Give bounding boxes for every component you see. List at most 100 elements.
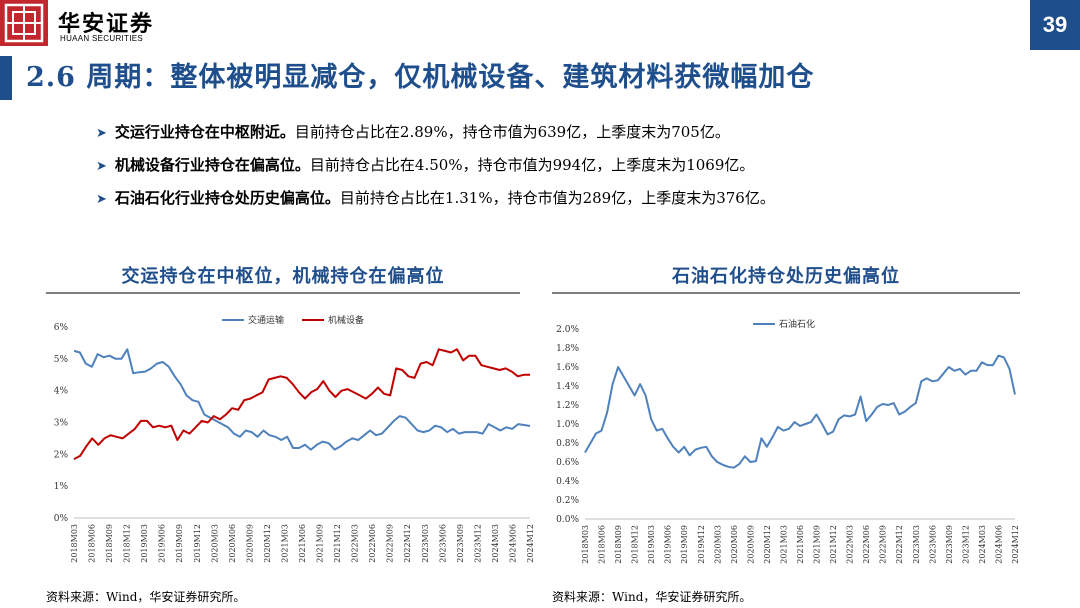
x-tick-label: 2018M09: [105, 524, 114, 563]
x-tick-label: 2019M12: [193, 524, 202, 563]
x-tick-label: 2021M12: [333, 524, 342, 563]
page-title: 2.6 周期：整体被明显减仓，仅机械设备、建筑材料获微幅加仓: [26, 62, 815, 93]
x-tick-label: 2019M03: [140, 524, 149, 563]
y-tick-label: 1.0%: [556, 420, 579, 430]
x-tick-label: 2024M12: [1011, 525, 1020, 564]
x-tick-label: 2018M12: [123, 524, 132, 563]
bullet-bold: 交运行业持仓在中枢附近。: [114, 123, 295, 141]
y-tick-label: 1.8%: [556, 344, 579, 354]
y-tick-label: 1.2%: [556, 401, 579, 411]
x-tick-label: 2021M03: [779, 525, 788, 564]
x-tick-label: 2020M06: [730, 525, 739, 564]
y-tick-label: 0.2%: [556, 496, 579, 506]
x-tick-label: 2019M06: [158, 524, 167, 563]
y-tick-label: 0.4%: [556, 477, 579, 487]
arrow-bullet-icon: ➤: [96, 126, 107, 141]
x-tick-label: 2024M06: [508, 524, 517, 563]
x-tick-label: 2020M03: [210, 524, 219, 563]
x-tick-label: 2024M12: [526, 524, 535, 563]
x-tick-label: 2024M03: [978, 525, 987, 564]
x-tick-label: 2022M03: [351, 524, 360, 563]
x-tick-label: 2018M12: [631, 525, 640, 564]
right-chart: 0.0% 0.2% 0.4% 0.6% 0.8% 1.0% 1.2% 1.4% 1.6% 1.8%…: [556, 318, 1020, 564]
y-tick-label: 5%: [54, 355, 69, 365]
x-tick-label: 2018M09: [614, 525, 623, 564]
x-tick-label: 2021M09: [813, 525, 822, 564]
x-tick-label: 2019M12: [697, 525, 706, 564]
x-tick-label: 2023M06: [928, 525, 937, 564]
x-tick-label: 2020M03: [713, 525, 722, 564]
x-tick-label: 2018M06: [598, 525, 607, 564]
x-tick-label: 2022M09: [386, 524, 395, 563]
x-tick-label: 2023M09: [456, 524, 465, 563]
x-tick-label: 2024M06: [994, 525, 1003, 564]
bullet-item: ➤ 石油石化行业持仓处历史偏高位。目前持仓占比在1.31%，持仓市值为289亿，上…: [96, 184, 775, 217]
y-tick-label: 2.0%: [556, 325, 579, 335]
y-tick-label: 0.8%: [556, 439, 579, 449]
bullet-text: 目前持仓占比在4.50%，持仓市值为994亿，上季度末为1069亿。: [309, 156, 755, 174]
bullet-text: 目前持仓占比在2.89%，持仓市值为639亿，上季度末为705亿。: [294, 123, 730, 141]
left-chart-rule: [46, 292, 520, 294]
legend-label: 机械设备: [328, 314, 364, 326]
logo-seal-icon: [4, 3, 44, 43]
right-chart-title: 石油石化持仓处历史偏高位: [672, 266, 900, 287]
x-tick-label: 2021M06: [298, 524, 307, 563]
arrow-bullet-icon: ➤: [96, 159, 107, 174]
x-tick-label: 2022M12: [895, 525, 904, 564]
bullet-text: 目前持仓占比在1.31%，持仓市值为289亿，上季度末为376亿。: [339, 189, 775, 207]
series-line-机械设备: [73, 348, 530, 460]
x-tick-label: 2021M03: [280, 524, 289, 563]
legend-label: 交通运输: [248, 314, 284, 326]
x-tick-label: 2018M06: [88, 524, 97, 563]
y-tick-label: 1.4%: [556, 382, 579, 392]
y-tick-label: 1%: [54, 482, 69, 492]
logo-text-en: HUAAN SECURITIES: [60, 34, 144, 43]
right-chart-rule: [552, 292, 1020, 294]
x-tick-label: 2023M12: [473, 524, 482, 563]
x-tick-label: 2022M06: [368, 524, 377, 563]
x-tick-label: 2020M06: [228, 524, 237, 563]
legend-label: 石油石化: [779, 318, 815, 330]
bullet-bold: 石油石化行业持仓处历史偏高位。: [114, 189, 340, 207]
logo-mark: [0, 0, 48, 46]
x-tick-label: 2022M06: [862, 525, 871, 564]
x-tick-label: 2019M03: [647, 525, 656, 564]
x-tick-label: 2022M09: [879, 525, 888, 564]
series-line-石油石化: [584, 354, 1016, 469]
x-tick-label: 2020M12: [763, 525, 772, 564]
left-chart: 0% 1% 2% 3% 4% 5% 6% 2018M03 2018M06 2018M09 2018M…: [54, 314, 535, 563]
x-tick-label: 2020M12: [263, 524, 272, 563]
x-tick-label: 2021M12: [829, 525, 838, 564]
bullet-list: ➤ 交运行业持仓在中枢附近。目前持仓占比在2.89%，持仓市值为639亿，上季度末…: [96, 118, 775, 217]
x-tick-label: 2018M03: [581, 525, 590, 564]
bullet-bold: 机械设备行业持仓在偏高位。: [114, 156, 310, 174]
x-tick-label: 2019M09: [680, 525, 689, 564]
y-tick-label: 0%: [54, 514, 69, 524]
left-chart-source: 资料来源：Wind，华安证券研究所。: [46, 590, 246, 604]
x-tick-label: 2021M06: [796, 525, 805, 564]
title-accent-bar: [0, 56, 12, 100]
left-chart-title: 交运持仓在中枢位，机械持仓在偏高位: [121, 266, 445, 287]
y-tick-label: 0.0%: [556, 515, 579, 525]
x-tick-label: 2023M06: [438, 524, 447, 563]
x-tick-label: 2023M03: [421, 524, 430, 563]
y-tick-label: 0.6%: [556, 458, 579, 468]
y-tick-label: 4%: [54, 387, 69, 397]
y-tick-label: 2%: [54, 450, 69, 460]
right-chart-source: 资料来源：Wind，华安证券研究所。: [552, 590, 752, 604]
x-tick-label: 2022M12: [403, 524, 412, 563]
y-tick-label: 3%: [54, 419, 69, 429]
x-tick-label: 2021M09: [316, 524, 325, 563]
bullet-item: ➤ 交运行业持仓在中枢附近。目前持仓占比在2.89%，持仓市值为639亿，上季度末…: [96, 118, 775, 151]
x-tick-label: 2023M03: [912, 525, 921, 564]
y-tick-label: 1.6%: [556, 363, 579, 373]
x-tick-label: 2020M09: [245, 524, 254, 563]
arrow-bullet-icon: ➤: [96, 192, 107, 207]
y-tick-label: 6%: [54, 323, 69, 333]
x-tick-label: 2020M09: [746, 525, 755, 564]
bullet-item: ➤ 机械设备行业持仓在偏高位。目前持仓占比在4.50%，持仓市值为994亿，上季度…: [96, 151, 775, 184]
x-tick-label: 2019M06: [664, 525, 673, 564]
series-line-交通运输: [73, 348, 531, 451]
x-tick-label: 2018M03: [70, 524, 79, 563]
x-tick-label: 2024M03: [491, 524, 500, 563]
